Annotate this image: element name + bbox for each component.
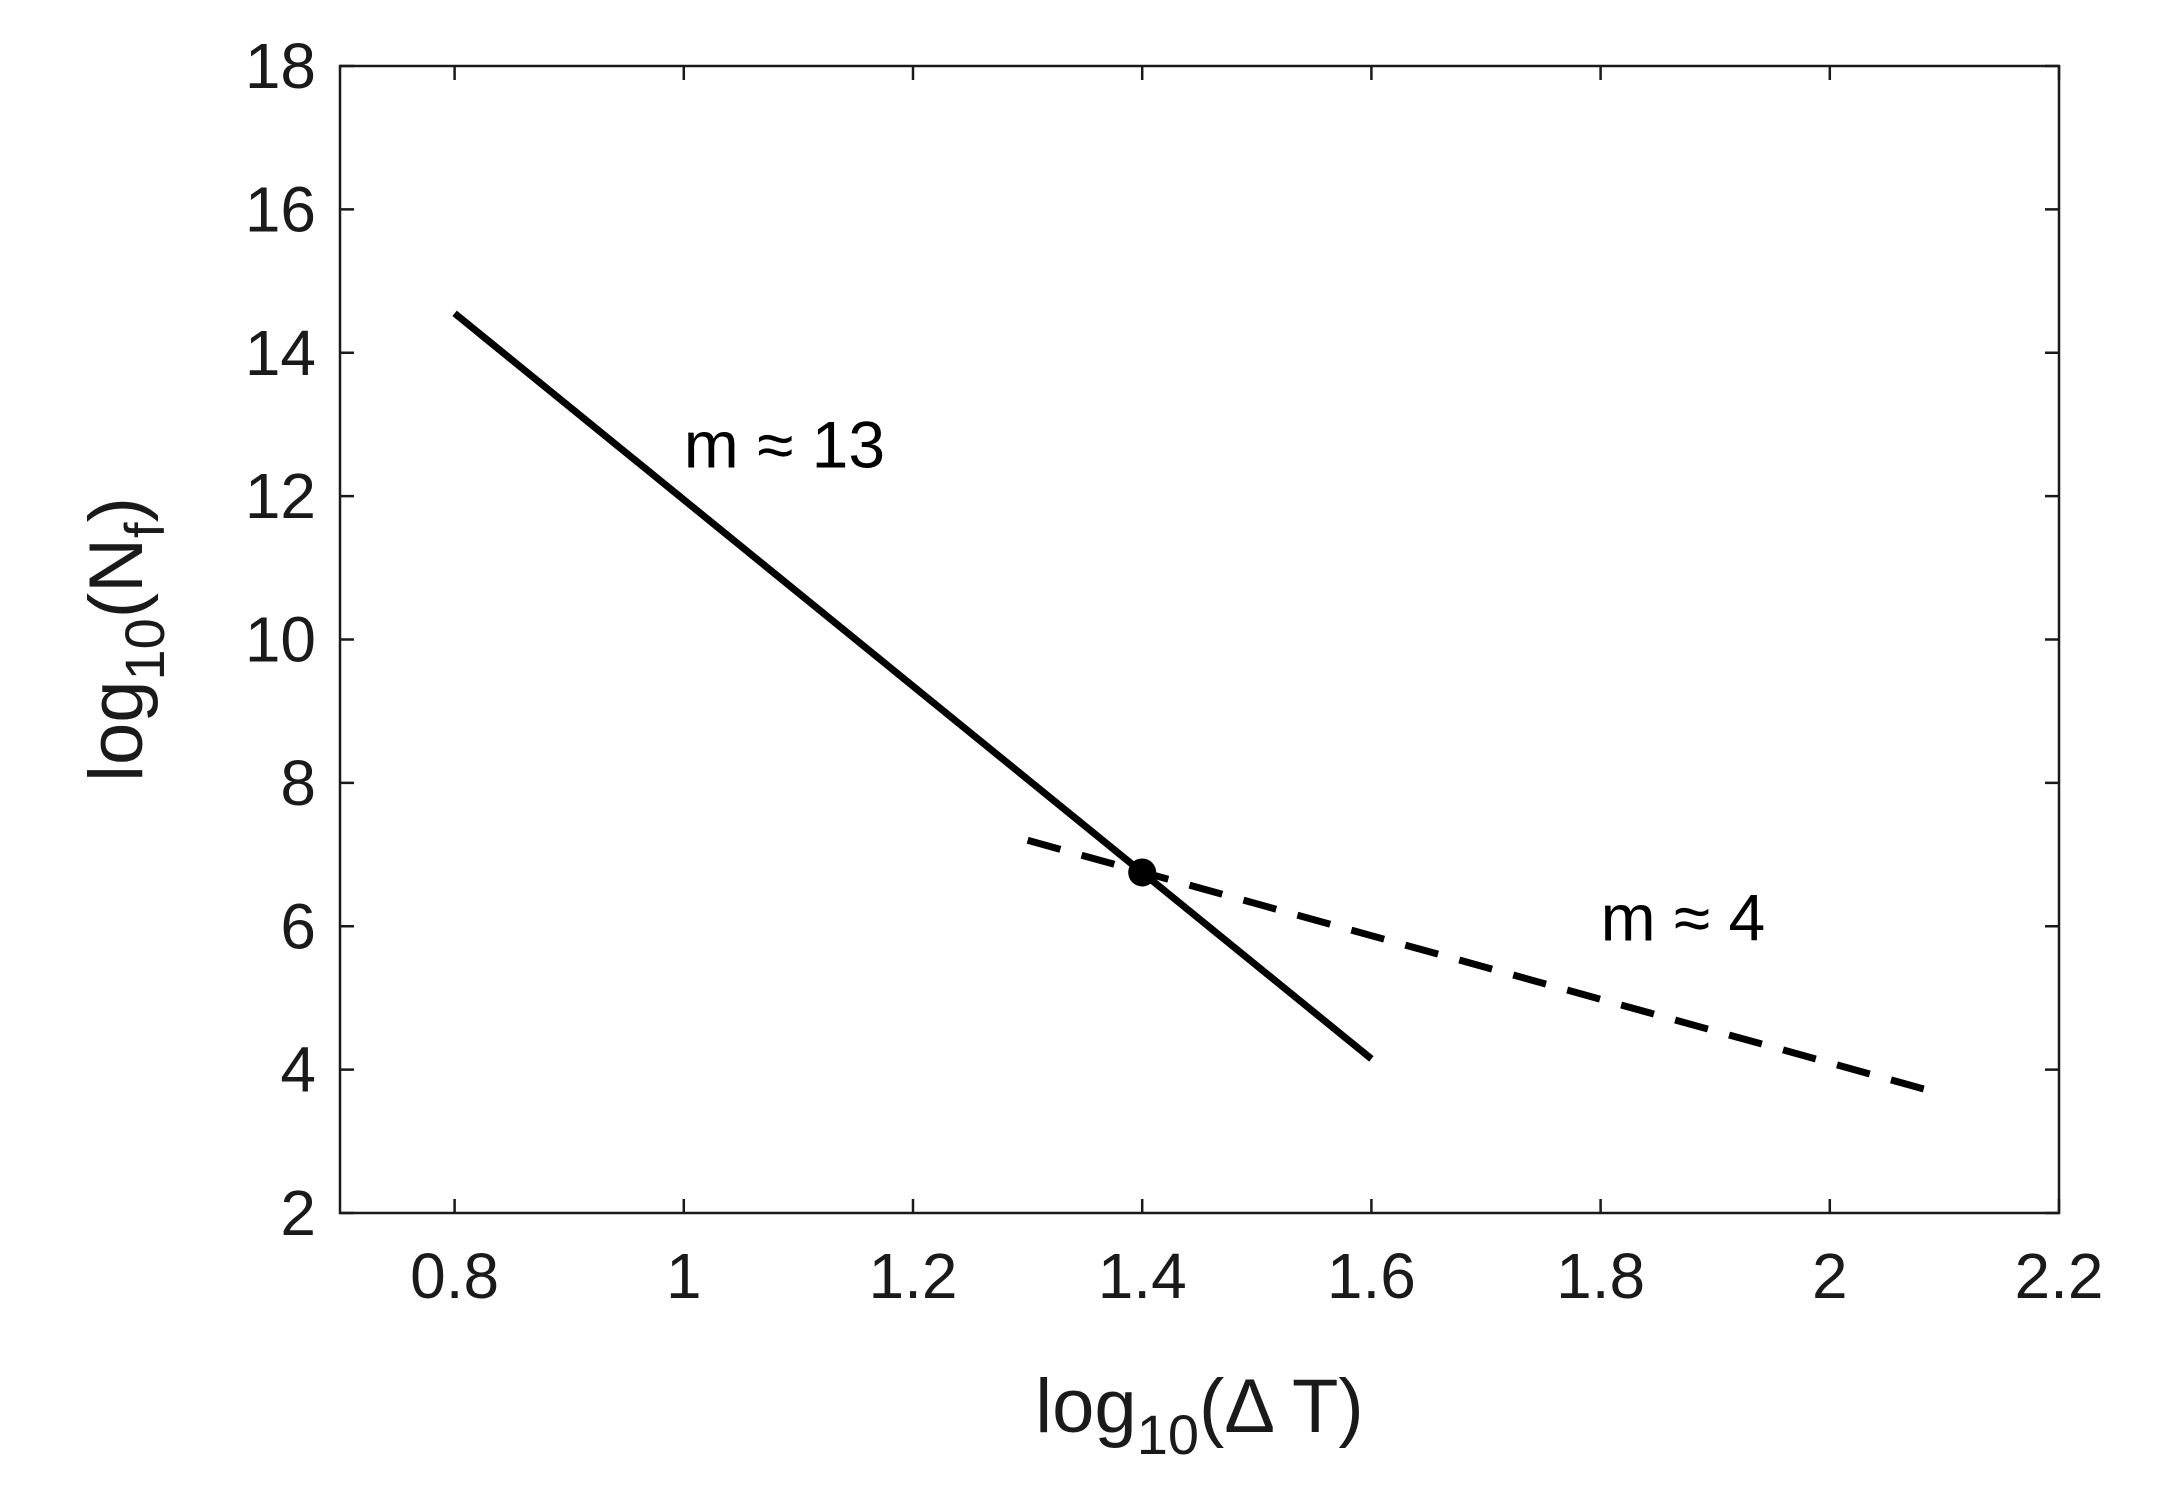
series bbox=[452, 310, 1946, 1099]
x-axis-label: log10(Δ T) bbox=[1035, 1364, 1363, 1466]
x-tick-label: 2.2 bbox=[2015, 1240, 2104, 1312]
x-axis-label-suffix: (Δ T) bbox=[1199, 1364, 1364, 1449]
ticks bbox=[340, 64, 2061, 1215]
y-axis-label: log10(Nf) bbox=[74, 497, 176, 782]
y-axis-label-subscript-2: f bbox=[113, 522, 176, 538]
x-axis-label-subscript: 10 bbox=[1137, 1403, 1199, 1466]
y-axis-label-middle: (N bbox=[74, 538, 159, 618]
x-tick-label: 1.6 bbox=[1327, 1240, 1416, 1312]
series-line-solid bbox=[452, 310, 1374, 1062]
x-tick-label: 1 bbox=[666, 1240, 702, 1312]
intersection-point bbox=[1128, 858, 1157, 887]
y-axis-label-prefix: log bbox=[74, 680, 159, 781]
x-axis-label-prefix: log bbox=[1035, 1364, 1136, 1449]
y-tick-label: 14 bbox=[245, 317, 316, 389]
slope-annotation: m ≈ 13 bbox=[684, 407, 885, 481]
x-tick-label: 1.4 bbox=[1098, 1240, 1187, 1312]
y-tick-label: 4 bbox=[280, 1034, 316, 1106]
x-tick-label: 0.8 bbox=[410, 1240, 499, 1312]
y-tick-label: 8 bbox=[280, 747, 316, 819]
y-tick-label: 6 bbox=[280, 890, 316, 962]
plot-frame bbox=[338, 64, 2061, 1215]
x-tick-label: 1.8 bbox=[1556, 1240, 1645, 1312]
y-tick-label: 12 bbox=[245, 460, 316, 532]
y-tick-label: 10 bbox=[245, 604, 316, 676]
series-line-dashed bbox=[1026, 836, 1946, 1099]
y-axis-label-suffix: ) bbox=[74, 497, 159, 522]
annotations: m ≈ 13 m ≈ 4 bbox=[684, 407, 1765, 954]
x-tick-label: 1.2 bbox=[869, 1240, 958, 1312]
plot-area: m ≈ 13 m ≈ 4 bbox=[338, 64, 2061, 1215]
y-tick-label: 2 bbox=[280, 1177, 316, 1249]
x-tick-label: 2 bbox=[1812, 1240, 1848, 1312]
y-tick-label: 16 bbox=[245, 173, 316, 245]
y-axis-label-subscript: 10 bbox=[113, 618, 176, 680]
slope-annotation: m ≈ 4 bbox=[1601, 881, 1766, 955]
y-tick-label: 18 bbox=[245, 30, 316, 102]
tick-labels: 0.8 1 1.2 1.4 1.6 1.8 2 2.2 2 4 6 8 10 12 14 16 18 bbox=[245, 30, 2104, 1312]
points bbox=[1128, 858, 1157, 887]
